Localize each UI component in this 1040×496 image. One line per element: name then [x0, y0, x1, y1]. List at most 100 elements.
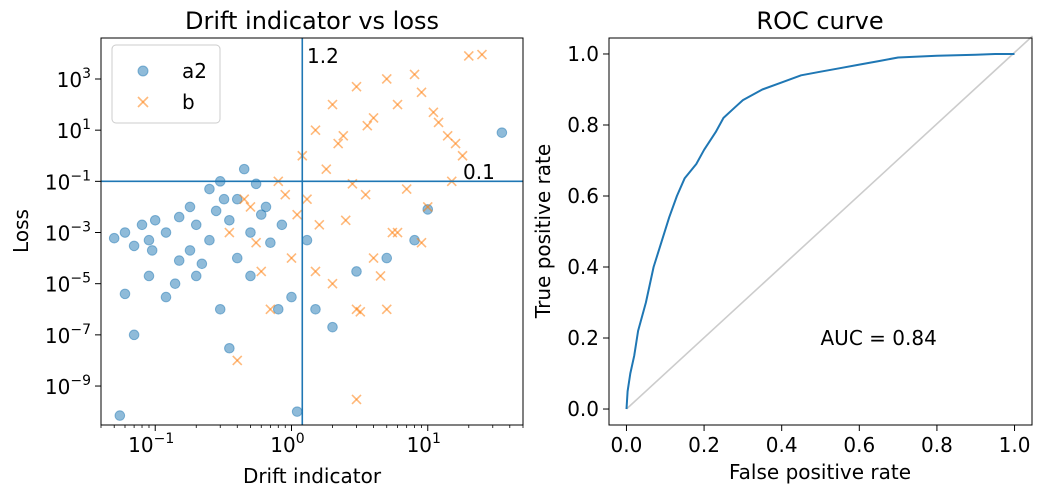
point-a2	[143, 234, 155, 246]
point-a2	[224, 215, 235, 226]
point-a2	[286, 291, 297, 303]
point-a2	[210, 205, 222, 217]
scatter-title: Drift indicator vs loss	[185, 7, 439, 35]
scatter-x-label: Drift indicator	[243, 464, 382, 488]
y-tick-label: 101	[57, 117, 91, 143]
y-tick-label: 0.8	[567, 113, 599, 137]
point-b	[463, 50, 474, 61]
point-b	[351, 81, 362, 92]
y-tick-label: 1.0	[567, 42, 599, 66]
horizontal-threshold-label: 0.1	[463, 160, 495, 184]
point-a2	[204, 234, 215, 246]
point-b	[256, 266, 267, 277]
scatter-axes-frame	[100, 37, 524, 426]
point-b	[333, 138, 344, 149]
point-b	[292, 209, 303, 220]
point-a2	[422, 204, 434, 215]
point-b	[355, 306, 366, 317]
x-tick-label: 100	[270, 431, 304, 457]
point-a2	[224, 342, 235, 354]
point-a2	[496, 127, 508, 138]
y-tick-label: 0.0	[567, 397, 599, 421]
point-a2	[169, 278, 181, 289]
point-a2	[128, 329, 140, 341]
point-a2	[381, 252, 393, 264]
point-a2	[301, 234, 313, 246]
y-tick-label: 0.2	[567, 326, 599, 350]
point-a2	[231, 252, 243, 264]
point-a2	[218, 193, 230, 205]
point-b	[327, 99, 338, 110]
point-a2	[310, 303, 321, 315]
legend-marker-a2	[137, 65, 149, 77]
legend-marker-b	[137, 96, 149, 108]
roc-title: ROC curve	[756, 7, 883, 35]
y-tick-label: 10−7	[45, 322, 91, 348]
scatter-legend: a2 b	[111, 44, 221, 124]
point-a2	[136, 219, 148, 231]
scatter-y-ticks: 10−9 10−7 10−5 10−3 10−1 101 103	[45, 66, 101, 399]
point-a2	[173, 211, 185, 223]
point-b	[422, 201, 433, 212]
point-a2	[173, 255, 185, 266]
point-a2	[190, 270, 202, 282]
point-a2	[143, 270, 155, 282]
point-b	[457, 150, 468, 161]
point-b	[338, 130, 349, 141]
point-a2	[149, 215, 161, 226]
point-a2	[108, 232, 120, 244]
point-a2	[160, 291, 172, 303]
x-tick-label: 0.6	[843, 433, 875, 457]
threshold-lines	[101, 38, 523, 425]
point-a2	[272, 303, 284, 315]
point-a2	[184, 201, 196, 213]
point-a2	[351, 266, 362, 277]
x-tick-label: 0.0	[611, 433, 643, 457]
roc-y-label: True positive rate	[531, 144, 555, 319]
point-a2	[160, 227, 172, 238]
point-a2	[291, 406, 303, 417]
roc-x-label: False positive rate	[729, 460, 911, 484]
series-b	[224, 49, 488, 405]
roc-curve-series	[625, 53, 1015, 410]
point-b	[280, 189, 291, 200]
y-tick-label: 103	[57, 66, 91, 92]
point-b	[245, 201, 256, 212]
point-a2	[146, 245, 158, 256]
auc-annotation: AUC = 0.84	[821, 326, 937, 350]
point-b	[340, 215, 351, 226]
roc-x-ticks: 0.0 0.2 0.4 0.6 0.8 1.0	[611, 425, 1030, 457]
point-a2	[214, 303, 226, 315]
point-a2	[327, 321, 338, 333]
point-a2	[245, 270, 256, 282]
point-a2	[255, 209, 267, 220]
y-tick-label: 10−1	[45, 168, 91, 194]
point-b	[368, 112, 379, 124]
roc-y-ticks: 0.0 0.2 0.4 0.6 0.8 1.0	[567, 42, 609, 421]
point-b	[409, 69, 420, 80]
point-b	[401, 183, 412, 195]
point-b	[476, 49, 488, 60]
point-b	[381, 304, 392, 315]
point-b	[375, 270, 386, 282]
point-b	[327, 278, 338, 289]
y-tick-label: 0.6	[567, 184, 599, 208]
x-tick-label: 0.8	[921, 433, 953, 457]
point-b	[265, 304, 276, 315]
point-b	[416, 87, 427, 98]
roc-chart: 0.0 0.2 0.4 0.6 0.8 1.0 0.0 0.2 0.4 0.6 0.8 1.0 RO…	[531, 7, 1034, 484]
x-tick-label: 0.4	[766, 433, 798, 457]
point-b	[381, 73, 392, 85]
point-a2	[276, 219, 288, 231]
y-tick-label: 0.4	[567, 255, 599, 279]
point-a2	[184, 245, 196, 256]
point-b	[362, 120, 373, 131]
point-b	[387, 227, 398, 238]
legend-box	[111, 44, 221, 124]
point-a2	[196, 258, 208, 270]
point-b	[351, 394, 362, 405]
point-a2	[265, 237, 276, 248]
scatter-y-label: Loss	[9, 209, 33, 253]
point-b	[301, 194, 313, 205]
